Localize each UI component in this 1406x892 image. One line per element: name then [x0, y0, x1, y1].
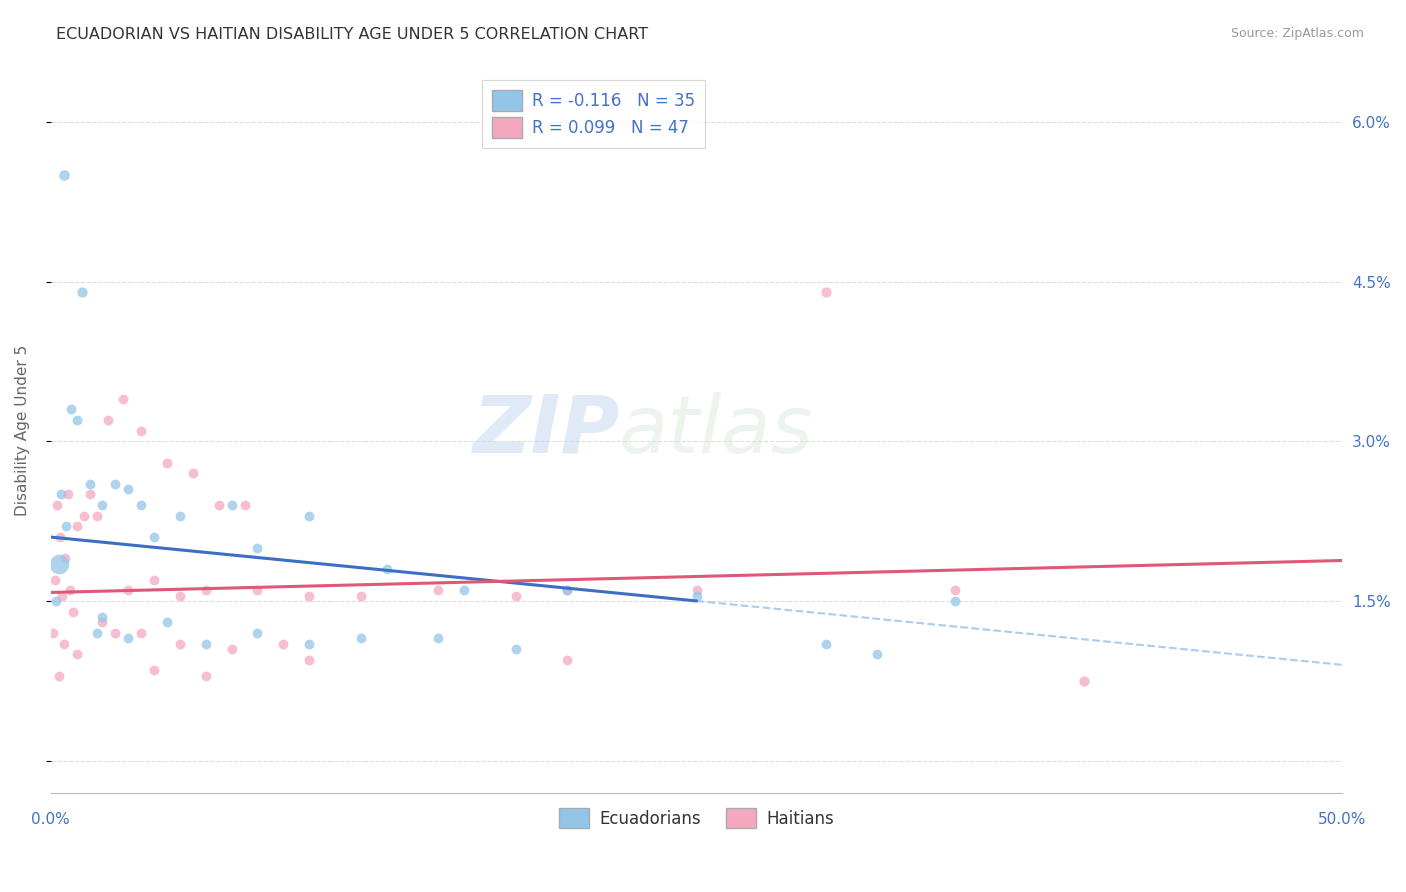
Text: ZIP: ZIP — [472, 392, 619, 469]
Point — [246, 626, 269, 640]
Point — [685, 583, 707, 598]
Point — [194, 583, 217, 598]
Point — [685, 589, 707, 603]
Point — [104, 626, 127, 640]
Point — [79, 476, 101, 491]
Point — [59, 583, 82, 598]
Text: ECUADORIAN VS HAITIAN DISABILITY AGE UNDER 5 CORRELATION CHART: ECUADORIAN VS HAITIAN DISABILITY AGE UND… — [56, 27, 648, 42]
Point — [169, 589, 191, 603]
Point — [91, 498, 114, 512]
Point — [52, 168, 75, 182]
Point — [814, 636, 837, 650]
Point — [60, 402, 83, 417]
Point — [86, 626, 108, 640]
Point — [557, 583, 579, 598]
Point — [70, 285, 93, 300]
Point — [129, 626, 152, 640]
Point — [117, 583, 139, 598]
Point — [194, 668, 217, 682]
Point — [97, 413, 120, 427]
Point — [298, 508, 321, 523]
Point — [943, 583, 966, 598]
Point — [91, 610, 114, 624]
Point — [45, 594, 67, 608]
Point — [112, 392, 135, 406]
Point — [169, 636, 191, 650]
Point — [86, 508, 108, 523]
Point — [246, 541, 269, 555]
Legend: Ecuadorians, Haitians: Ecuadorians, Haitians — [553, 801, 841, 835]
Point — [350, 589, 373, 603]
Point — [73, 508, 96, 523]
Point — [814, 285, 837, 300]
Point — [505, 641, 527, 656]
Point — [557, 583, 579, 598]
Point — [375, 562, 398, 576]
Point — [62, 605, 84, 619]
Point — [181, 466, 204, 480]
Point — [427, 632, 450, 646]
Text: atlas: atlas — [619, 392, 814, 469]
Point — [129, 498, 152, 512]
Point — [48, 668, 70, 682]
Point — [156, 456, 179, 470]
Point — [143, 530, 166, 544]
Point — [298, 589, 321, 603]
Point — [557, 652, 579, 666]
Point — [66, 647, 89, 661]
Point — [44, 573, 66, 587]
Point — [91, 615, 114, 630]
Point — [53, 551, 76, 566]
Point — [453, 583, 475, 598]
Text: Source: ZipAtlas.com: Source: ZipAtlas.com — [1230, 27, 1364, 40]
Point — [117, 482, 139, 496]
Point — [194, 636, 217, 650]
Point — [49, 530, 72, 544]
Point — [143, 573, 166, 587]
Point — [66, 519, 89, 533]
Y-axis label: Disability Age Under 5: Disability Age Under 5 — [15, 345, 30, 516]
Point — [350, 632, 373, 646]
Point — [129, 424, 152, 438]
Point — [298, 652, 321, 666]
Point — [866, 647, 889, 661]
Point — [221, 641, 243, 656]
Point — [143, 663, 166, 677]
Point — [79, 487, 101, 501]
Point — [46, 498, 69, 512]
Point — [156, 615, 179, 630]
Point — [51, 487, 73, 501]
Text: 0.0%: 0.0% — [31, 812, 70, 827]
Point — [427, 583, 450, 598]
Point — [943, 594, 966, 608]
Point — [233, 498, 256, 512]
Point — [52, 636, 75, 650]
Point — [42, 626, 65, 640]
Point — [1073, 673, 1095, 688]
Point — [66, 413, 89, 427]
Point — [208, 498, 231, 512]
Point — [221, 498, 243, 512]
Point — [117, 632, 139, 646]
Text: 50.0%: 50.0% — [1319, 812, 1367, 827]
Point — [169, 508, 191, 523]
Point — [55, 519, 77, 533]
Point — [246, 583, 269, 598]
Point — [104, 476, 127, 491]
Point — [56, 487, 79, 501]
Point — [298, 636, 321, 650]
Point — [273, 636, 295, 650]
Point — [48, 557, 70, 571]
Point — [505, 589, 527, 603]
Point — [51, 589, 73, 603]
